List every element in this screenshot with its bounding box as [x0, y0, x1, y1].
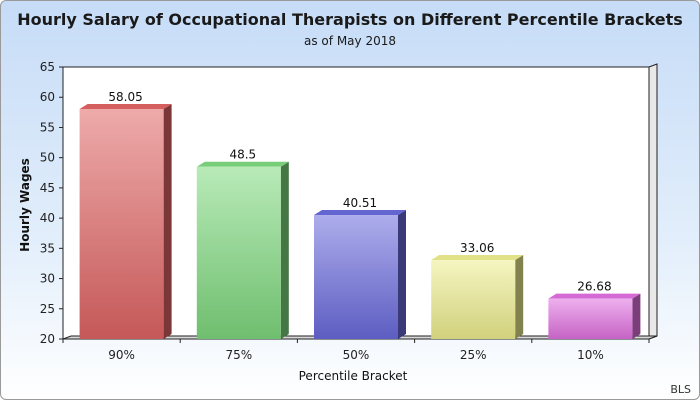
data-label: 58.05	[108, 90, 142, 104]
bar-top	[314, 210, 406, 216]
bar-side	[163, 104, 172, 340]
x-tick-label: 90%	[108, 348, 135, 362]
y-tick-label: 40	[40, 211, 55, 225]
y-tick-label: 55	[40, 120, 55, 134]
data-label: 33.06	[460, 241, 494, 255]
y-axis: 20 25 30 35 40 45 50 55 60 65	[40, 60, 63, 346]
y-tick-label: 65	[40, 60, 55, 74]
plot-side-wall	[648, 63, 658, 340]
bar-side	[515, 255, 524, 339]
y-tick-label: 45	[40, 181, 55, 195]
bar-front	[548, 298, 633, 339]
bar-10%: 26.68	[548, 280, 641, 339]
chart-title: Hourly Salary of Occupational Therapists…	[17, 10, 683, 29]
y-axis-label: Hourly Wages	[18, 158, 32, 252]
bar-side	[398, 210, 406, 339]
bar-front	[79, 109, 164, 340]
bar-front	[196, 166, 281, 339]
y-tick-label: 20	[40, 332, 55, 346]
y-tick-label: 50	[40, 151, 55, 165]
x-tick-label: 50%	[343, 348, 370, 362]
data-label: 40.51	[343, 196, 377, 210]
bar-top	[79, 104, 172, 110]
chart-subtitle: as of May 2018	[304, 34, 396, 48]
bar-75%: 48.5	[196, 148, 289, 339]
bars: 58.05 48.5 40.51 33.06 26.68	[79, 90, 641, 340]
bar-25%: 33.06	[431, 241, 524, 339]
x-tick-label: 10%	[577, 348, 604, 362]
y-tick-label: 30	[40, 272, 55, 286]
data-label: 48.5	[229, 148, 256, 162]
x-axis-label: Percentile Bracket	[299, 369, 408, 383]
bar-top	[548, 293, 641, 299]
y-tick-label: 25	[40, 302, 55, 316]
x-tick-label: 75%	[225, 348, 252, 362]
data-label: 26.68	[577, 280, 611, 294]
bar-50%: 40.51	[314, 196, 406, 339]
source-label: BLS	[670, 383, 691, 396]
y-tick-label: 60	[40, 90, 55, 104]
bar-side	[632, 293, 641, 339]
bar-front	[431, 260, 516, 339]
y-tick-label: 35	[40, 241, 55, 255]
bar-top	[431, 255, 524, 261]
bar-top	[196, 161, 289, 167]
bar-front	[314, 215, 398, 339]
bar-90%: 58.05	[79, 90, 172, 340]
x-tick-label: 25%	[460, 348, 487, 362]
bar-side	[280, 161, 289, 339]
x-axis: 90% 75% 50% 25% 10%	[62, 339, 650, 362]
